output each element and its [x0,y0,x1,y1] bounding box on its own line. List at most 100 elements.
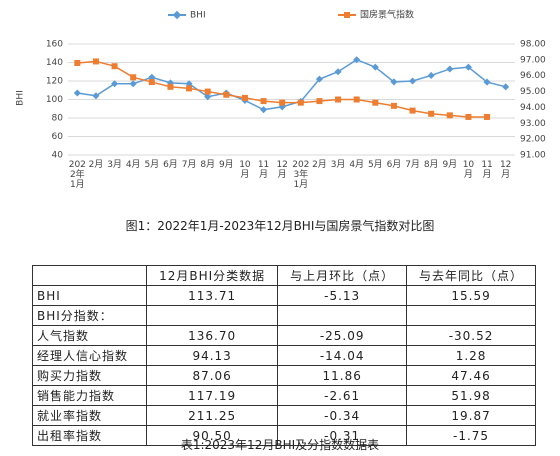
table-cell: 销售能力指数 [31,385,148,406]
table-cell: BHI分指数： [31,305,148,326]
y-tick-label: 60 [52,132,64,142]
table-row: 人气指数 136.70 -25.09 -30.52 [31,325,536,346]
table-cell: 136.70 [146,325,279,346]
x-tick-label: 10月 [239,160,251,180]
point [223,91,230,98]
table-row: 就业率指数 211.25 -0.34 19.87 [31,405,536,426]
table-cell: 经理人信心指数 [31,345,148,366]
point [484,113,491,120]
table-cell [146,305,279,326]
table-cell: 211.25 [146,405,279,426]
point [130,74,137,81]
table-cell: 1.28 [406,345,536,366]
point [390,78,398,86]
y2-tick-label: 98.00 [520,40,546,50]
point [465,113,472,120]
header-row: 12月BHI分类数据 与上月环比（点） 与去年同比（点） [31,265,536,286]
y-tick-label: 100 [46,95,63,105]
x-tick-label: 9月 [442,160,458,170]
chart: BHI 40 60 80 100 120 140 160 91.00 92.00 93.00 94.… [16,9,547,161]
table-cell: 87.06 [146,365,279,386]
point [483,78,491,86]
point [204,93,212,101]
table-row: 经理人信心指数 94.13 -14.04 1.28 [31,345,536,366]
table-cell: -30.52 [406,325,536,346]
point [92,58,99,65]
table-cell: 出租率指数 [31,425,148,446]
x-tick-label: 12月 [499,160,512,180]
point [111,80,119,88]
table-row: BHI分指数： [31,305,536,326]
table-cell: -0.31 [277,425,408,446]
table-caption: 表1:2023年12月BHI及分指数数据表 [180,438,380,452]
point [409,77,417,85]
series-line [77,58,506,111]
point [390,102,397,109]
table-row: 购买力指数 87.06 11.86 47.46 [31,365,536,386]
legend-label: BHI [190,11,206,21]
x-tick-label: 7月 [181,160,197,170]
legend-marker [344,12,350,18]
table-cell: -14.04 [277,345,408,366]
y2-tick-label: 92.00 [520,135,546,145]
y2-tick-label: 93.00 [520,119,546,129]
table-cell: 人气指数 [31,325,148,346]
table-cell: 94.13 [146,345,279,366]
x-tick-label: 8月 [423,160,439,170]
table-cell: 购买力指数 [31,365,148,386]
point [464,63,472,71]
point [148,79,155,86]
y2-tick-label: 97.00 [520,55,546,65]
point [353,56,361,64]
point [335,96,342,103]
point [372,99,379,106]
table-cell: 15.59 [406,285,536,306]
table-cell: 47.46 [406,365,536,386]
y-tick-label: 160 [46,40,63,50]
point [204,88,211,95]
table-cell: 就业率指数 [31,405,148,426]
point [92,92,100,100]
x-tick-label: 2月 [88,160,104,170]
x-tick-label: 4月 [125,160,141,170]
point [502,83,510,91]
header-cell: 12月BHI分类数据 [146,265,279,286]
point [260,98,267,105]
point [260,106,268,114]
table-cell: 113.71 [146,285,279,306]
y2-tick-label: 94.00 [520,103,546,113]
point [111,63,118,70]
table-cell: -25.09 [277,325,408,346]
y2-tick-label: 96.00 [520,71,546,81]
table-cell: -5.13 [277,285,408,306]
x-tick-label: 2月 [312,160,327,170]
point [446,112,453,119]
x-tick-label: 4月 [349,160,365,170]
point [279,99,286,106]
table-cell: 51.98 [406,385,536,406]
legend-marker [172,10,182,20]
point [129,80,137,88]
table-cell: 90.50 [146,425,279,446]
table-row: 出租率指数 90.50 -0.31 -1.75 [31,425,536,446]
table-cell: 19.87 [406,405,536,426]
point [73,89,81,97]
point [353,96,360,103]
data-table: 12月BHI分类数据 与上月环比（点） 与去年同比（点） BHI 113.71 -5.1… [31,265,536,446]
point [186,85,193,92]
table-row: 销售能力指数 117.19 -2.61 51.98 [31,385,536,406]
x-tick-label: 10月 [462,160,475,180]
table-cell: -1.75 [406,425,536,446]
x-tick-label: 3月 [107,160,122,170]
point [409,107,416,114]
x-tick-label: 11月 [481,160,493,180]
point [446,65,454,73]
y-tick-label: 140 [46,58,63,68]
point [334,68,342,76]
point [297,99,304,106]
x-tick-label: 2023年1月 [292,160,310,190]
x-tick-label: 2022年1月 [68,160,86,190]
point [316,98,323,105]
y-tick-label: 40 [52,151,64,161]
x-tick-label: 12月 [276,160,288,180]
